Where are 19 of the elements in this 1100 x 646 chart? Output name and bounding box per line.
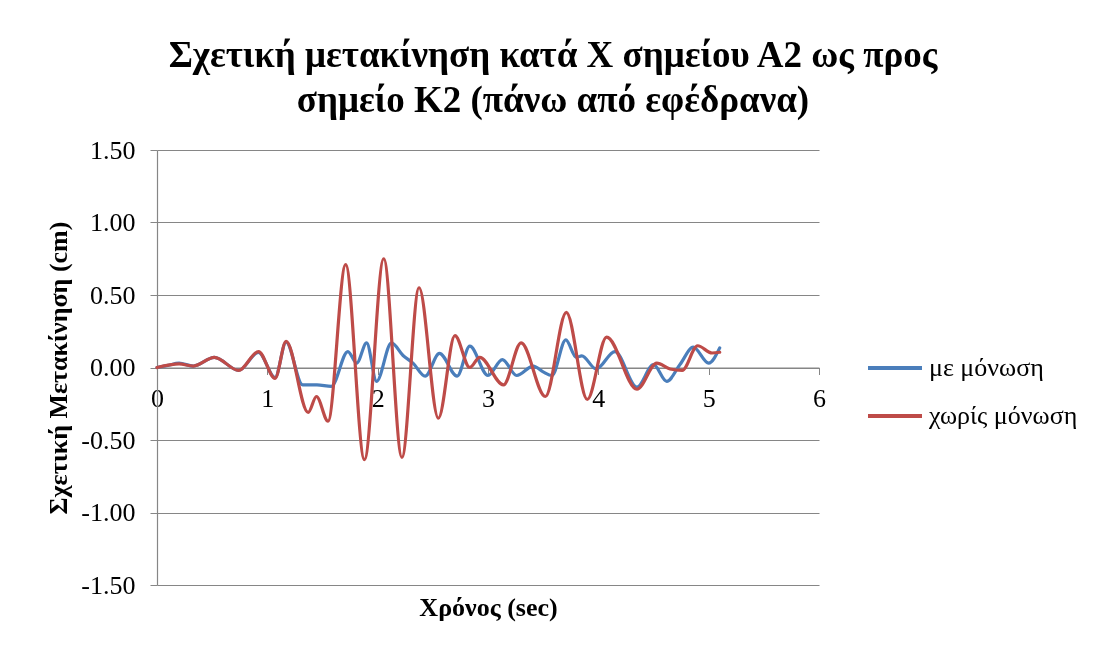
y-tick-label: 0.00	[90, 353, 136, 382]
y-tick-label: 1.00	[90, 208, 136, 237]
y-tick-label: 1.50	[90, 135, 136, 165]
x-axis-title: Χρόνος (sec)	[419, 592, 558, 622]
chart-title: Σχετική μετακίνηση κατά Χ σημείου Α2 ως προς σημείο Κ2 (πάνω από εφέδρανα)	[168, 34, 938, 121]
y-axis-title: Σχετική Μετακίνηση (cm)	[43, 221, 73, 515]
legend-label: χωρίς μόνωση	[928, 401, 1078, 430]
y-tick-label: -0.50	[81, 425, 136, 455]
y-tick-label: 0.50	[90, 280, 136, 310]
x-tick-label: 0	[151, 384, 164, 413]
x-tick-label: 4	[592, 384, 606, 413]
y-tick-label: -1.50	[81, 570, 136, 600]
x-tick-label: 2	[371, 384, 385, 413]
x-tick-label: 6	[813, 384, 826, 413]
x-tick-label: 3	[482, 384, 495, 413]
x-tick-label: 1	[261, 384, 275, 413]
legend-label: με μόνωση	[929, 353, 1044, 382]
y-tick-label: -1.00	[81, 498, 136, 527]
x-tick-label: 5	[702, 384, 716, 413]
